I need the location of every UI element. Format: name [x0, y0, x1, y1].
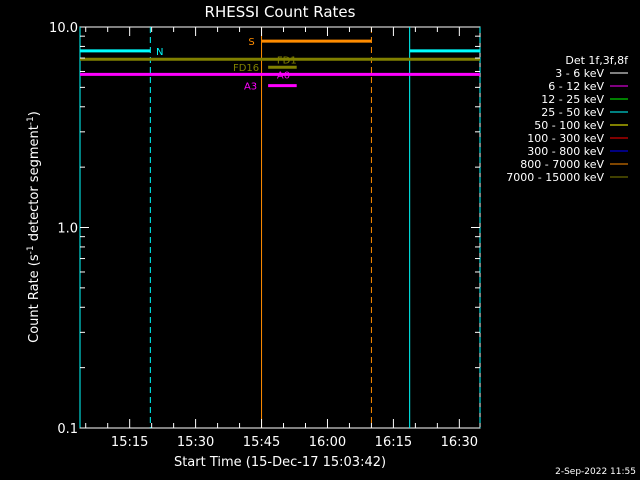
y-axis-label-sup2: -1: [26, 116, 36, 125]
y-ticks: 10.0 1.0 0.1: [49, 21, 480, 437]
annotation-a0: A0: [277, 70, 290, 81]
legend-entry-label: 3 - 6 keV: [555, 67, 604, 80]
vertical-markers: [79, 27, 481, 428]
y-axis-label-part2: detector segment: [27, 125, 42, 245]
legend-entry-label: 6 - 12 keV: [548, 80, 604, 93]
legend-title: Det 1f,3f,8f: [565, 54, 629, 67]
x-tick-label: 15:30: [177, 435, 214, 450]
x-tick-label: 15:45: [243, 435, 280, 450]
legend-entry-label: 100 - 300 keV: [527, 132, 604, 145]
annotation-n: N: [156, 47, 163, 58]
legend-entry-label: 12 - 25 keV: [541, 93, 604, 106]
y-axis-label: Count Rate (s-1 detector segment-1): [26, 111, 42, 343]
plot-border: [79, 26, 481, 429]
x-tick-label: 16:30: [441, 435, 478, 450]
legend-entry-label: 7000 - 15000 keV: [506, 171, 604, 184]
data-segments: [80, 39, 480, 88]
y-tick-label: 10.0: [49, 21, 78, 36]
annotations: N S FD1 FD16 A0 A3: [156, 37, 297, 92]
x-ticks: 15:15 15:30 15:45 16:00 16:15 16:30: [85, 27, 478, 450]
x-tick-label: 16:15: [375, 435, 412, 450]
footer-date: 2-Sep-2022 11:55: [555, 467, 636, 477]
x-axis-label: Start Time (15-Dec-17 15:03:42): [174, 455, 386, 470]
annotation-a3: A3: [244, 82, 257, 93]
y-tick-label: 0.1: [57, 422, 78, 437]
legend-entry-label: 800 - 7000 keV: [520, 158, 604, 171]
annotation-s: S: [248, 37, 254, 48]
plot-frame: [79, 26, 481, 429]
y-tick-label: 1.0: [57, 222, 78, 237]
legend-entry-label: 50 - 100 keV: [534, 119, 604, 132]
annotation-fd16: FD16: [233, 63, 259, 74]
x-tick-label: 16:00: [309, 435, 346, 450]
legend-entry-label: 25 - 50 keV: [541, 106, 604, 119]
legend-entry-label: 300 - 800 keV: [527, 145, 604, 158]
x-tick-label: 15:15: [111, 435, 148, 450]
chart-title: RHESSI Count Rates: [205, 3, 356, 21]
y-axis-label-part1: Count Rate (s: [27, 254, 42, 343]
y-axis-label-sup1: -1: [26, 245, 36, 254]
y-axis-label-part3: ): [27, 111, 42, 116]
annotation-fd1: FD1: [277, 55, 297, 66]
